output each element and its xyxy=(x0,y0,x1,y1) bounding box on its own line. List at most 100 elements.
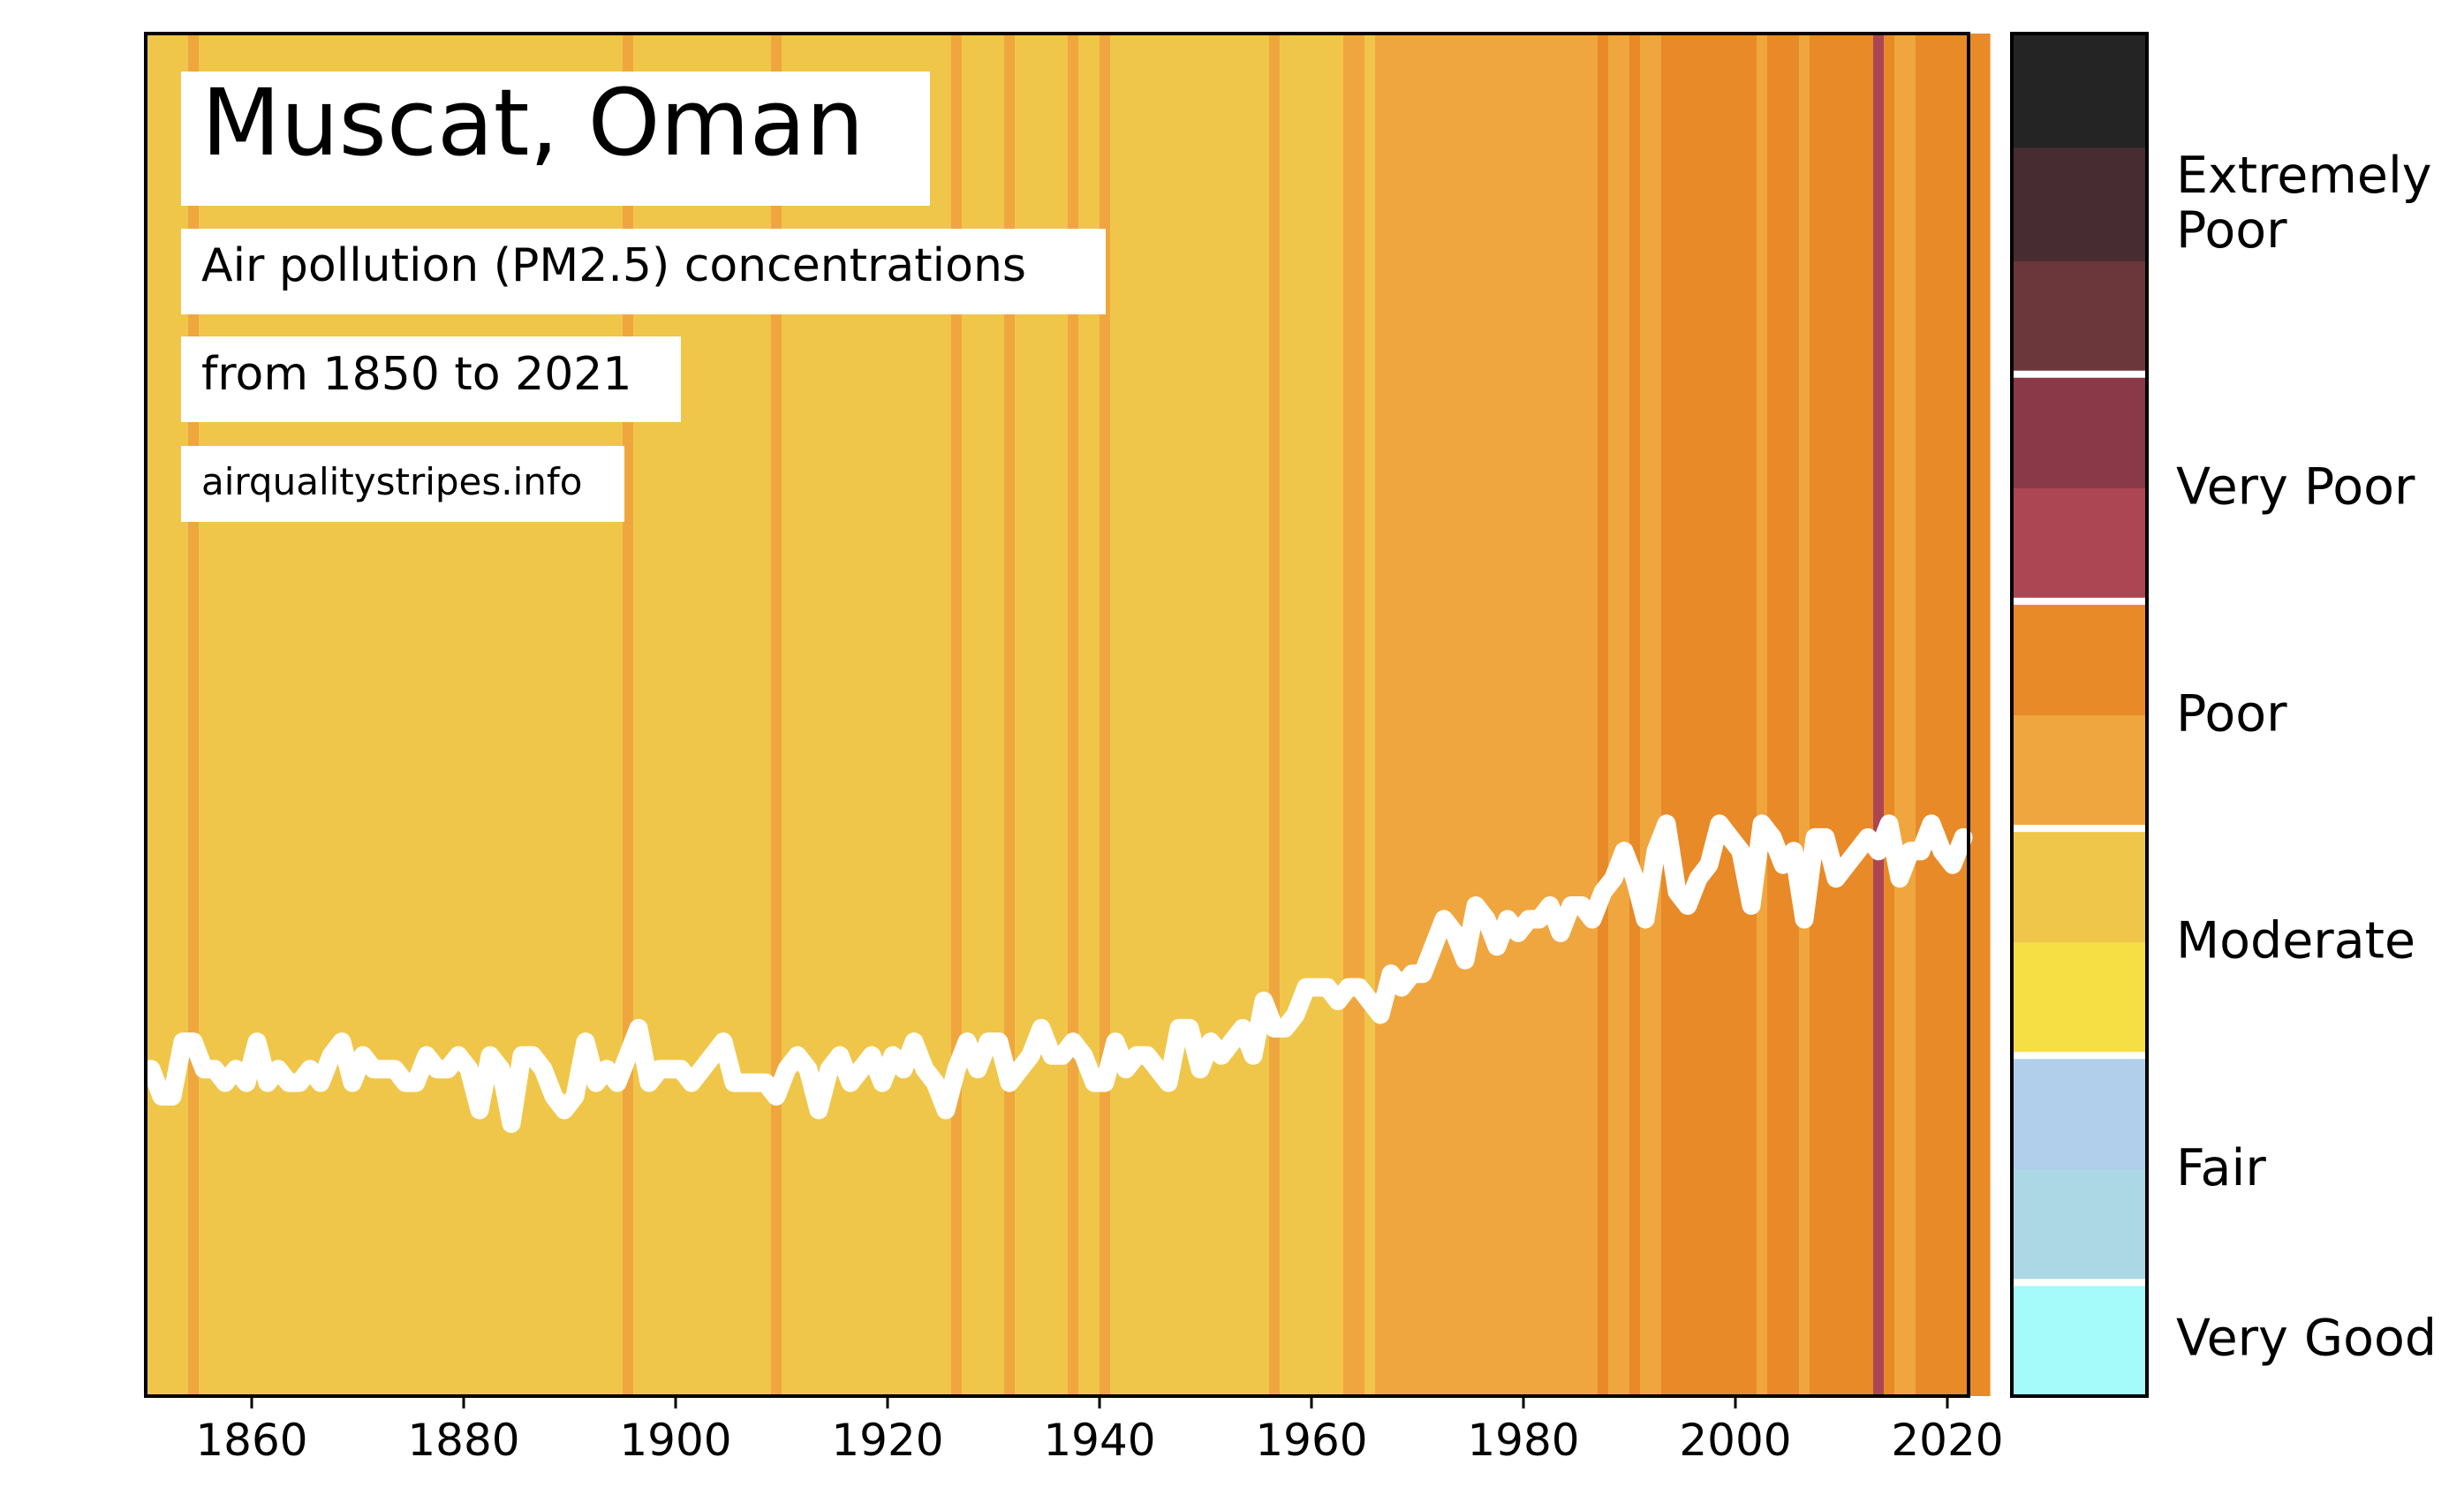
stripe-1945 xyxy=(1153,34,1164,1396)
stripe-1850 xyxy=(146,34,157,1396)
stripe-1988 xyxy=(1608,34,1620,1396)
legend-swatch-0 xyxy=(2012,1282,2147,1397)
legend-swatch-4 xyxy=(2012,828,2147,943)
stripe-1999 xyxy=(1725,34,1736,1396)
legend-swatch-8 xyxy=(2012,374,2147,488)
stripe-1970 xyxy=(1417,34,1429,1396)
legend-label-extremely-poor-0: Extremely xyxy=(2176,147,2432,205)
stripe-1908 xyxy=(760,34,772,1396)
stripe-2023 xyxy=(1979,34,1991,1396)
stripe-2017 xyxy=(1916,34,1927,1396)
legend-swatch-3 xyxy=(2012,941,2147,1056)
stripe-1989 xyxy=(1619,34,1630,1396)
stripe-1982 xyxy=(1545,34,1556,1396)
stripe-1925 xyxy=(941,34,952,1396)
stripe-1965 xyxy=(1364,34,1376,1396)
stripe-2004 xyxy=(1778,34,1789,1396)
stripe-2011 xyxy=(1852,34,1863,1396)
stripe-1944 xyxy=(1142,34,1153,1396)
stripe-1961 xyxy=(1322,34,1334,1396)
plot-frame xyxy=(144,32,1970,1398)
stripe-1852 xyxy=(167,34,178,1396)
stripe-1993 xyxy=(1661,34,1673,1396)
legend-swatch-7 xyxy=(2012,487,2147,602)
stripe-1972 xyxy=(1439,34,1450,1396)
stripe-1987 xyxy=(1598,34,1609,1396)
stripe-1969 xyxy=(1407,34,1418,1396)
legend-label-moderate: Moderate xyxy=(2176,912,2415,970)
stripe-2003 xyxy=(1767,34,1779,1396)
stripe-1973 xyxy=(1449,34,1461,1396)
x-tick-label-1960: 1960 xyxy=(1255,1415,1367,1466)
x-tick-label-2000: 2000 xyxy=(1679,1415,1791,1466)
stripe-1952 xyxy=(1227,34,1238,1396)
pm25-series xyxy=(141,814,1973,1133)
stripe-1947 xyxy=(1174,34,1185,1396)
stripe-1941 xyxy=(1110,34,1122,1396)
stripe-1954 xyxy=(1248,34,1259,1396)
stripe-1980 xyxy=(1523,34,1535,1396)
stripe-2014 xyxy=(1884,34,1895,1396)
chart-title: Muscat, Oman xyxy=(201,69,864,177)
stripe-2016 xyxy=(1905,34,1916,1396)
stripe-1974 xyxy=(1460,34,1471,1396)
legend-label-very-good: Very Good xyxy=(2176,1310,2437,1368)
x-tick-label-1880: 1880 xyxy=(407,1415,519,1466)
stripe-2002 xyxy=(1757,34,1768,1396)
legend-swatch-1 xyxy=(2012,1168,2147,1284)
stripe-1997 xyxy=(1704,34,1715,1396)
stripe-1962 xyxy=(1333,34,1344,1396)
stripe-1924 xyxy=(930,34,941,1396)
legend-swatch-5 xyxy=(2012,714,2147,829)
stripe-1906 xyxy=(739,34,751,1396)
stripe-1975 xyxy=(1470,34,1482,1396)
stripe-2000 xyxy=(1735,34,1747,1396)
stripe-2022 xyxy=(1969,34,1980,1396)
stripe-1968 xyxy=(1396,34,1408,1396)
stripe-1990 xyxy=(1629,34,1641,1396)
stripe-1966 xyxy=(1375,34,1387,1396)
stripe-2015 xyxy=(1894,34,1906,1396)
stripe-1996 xyxy=(1693,34,1704,1396)
stripe-1948 xyxy=(1184,34,1196,1396)
stripe-1991 xyxy=(1640,34,1651,1396)
chart-subtitle-line2: from 1850 to 2021 xyxy=(201,348,631,401)
stripe-1959 xyxy=(1301,34,1312,1396)
stripe-1909 xyxy=(771,34,782,1396)
stripe-2019 xyxy=(1937,34,1948,1396)
legend-frame xyxy=(2010,32,2149,1398)
stripe-1960 xyxy=(1311,34,1323,1396)
stripe-1958 xyxy=(1290,34,1302,1396)
stripe-2007 xyxy=(1810,34,1821,1396)
stripe-1985 xyxy=(1576,34,1588,1396)
x-tick-label-1980: 1980 xyxy=(1467,1415,1579,1466)
legend-labels: Very Good Fair Moderate Poor Very Poor Extrem… xyxy=(2176,147,2437,1368)
stripe-1953 xyxy=(1237,34,1249,1396)
chart-subtitle-line1: Air pollution (PM2.5) concentrations xyxy=(201,239,1026,292)
stripe-1942 xyxy=(1121,34,1132,1396)
x-tick-label-1860: 1860 xyxy=(195,1415,307,1466)
source-panel: airqualitystripes.info xyxy=(181,446,624,522)
x-tick-label-2020: 2020 xyxy=(1891,1415,2003,1466)
stripe-1950 xyxy=(1206,34,1217,1396)
x-tick-label-1940: 1940 xyxy=(1043,1415,1155,1466)
stripe-1976 xyxy=(1481,34,1493,1396)
stripe-2013 xyxy=(1873,34,1885,1396)
stripe-1964 xyxy=(1354,34,1365,1396)
stripe-1957 xyxy=(1280,34,1291,1396)
legend-swatch-6 xyxy=(2012,600,2147,716)
legend-label-fair: Fair xyxy=(2176,1139,2266,1197)
x-axis: 1860 1880 1900 1920 1940 1960 1980 2000 2020 xyxy=(195,1396,2004,1466)
legend-swatch-10 xyxy=(2012,147,2147,261)
stripe-2006 xyxy=(1799,34,1810,1396)
stripe-1963 xyxy=(1343,34,1355,1396)
stripe-1984 xyxy=(1566,34,1577,1396)
stripe-2021 xyxy=(1958,34,1969,1396)
period-panel: from 1850 to 2021 xyxy=(181,336,681,422)
legend-swatch-11 xyxy=(2012,34,2147,148)
x-tick-label-1900: 1900 xyxy=(619,1415,731,1466)
legend-colorbar xyxy=(2012,34,2147,1397)
x-tick-label-1920: 1920 xyxy=(831,1415,943,1466)
stripe-1949 xyxy=(1195,34,1206,1396)
stripe-2009 xyxy=(1831,34,1842,1396)
